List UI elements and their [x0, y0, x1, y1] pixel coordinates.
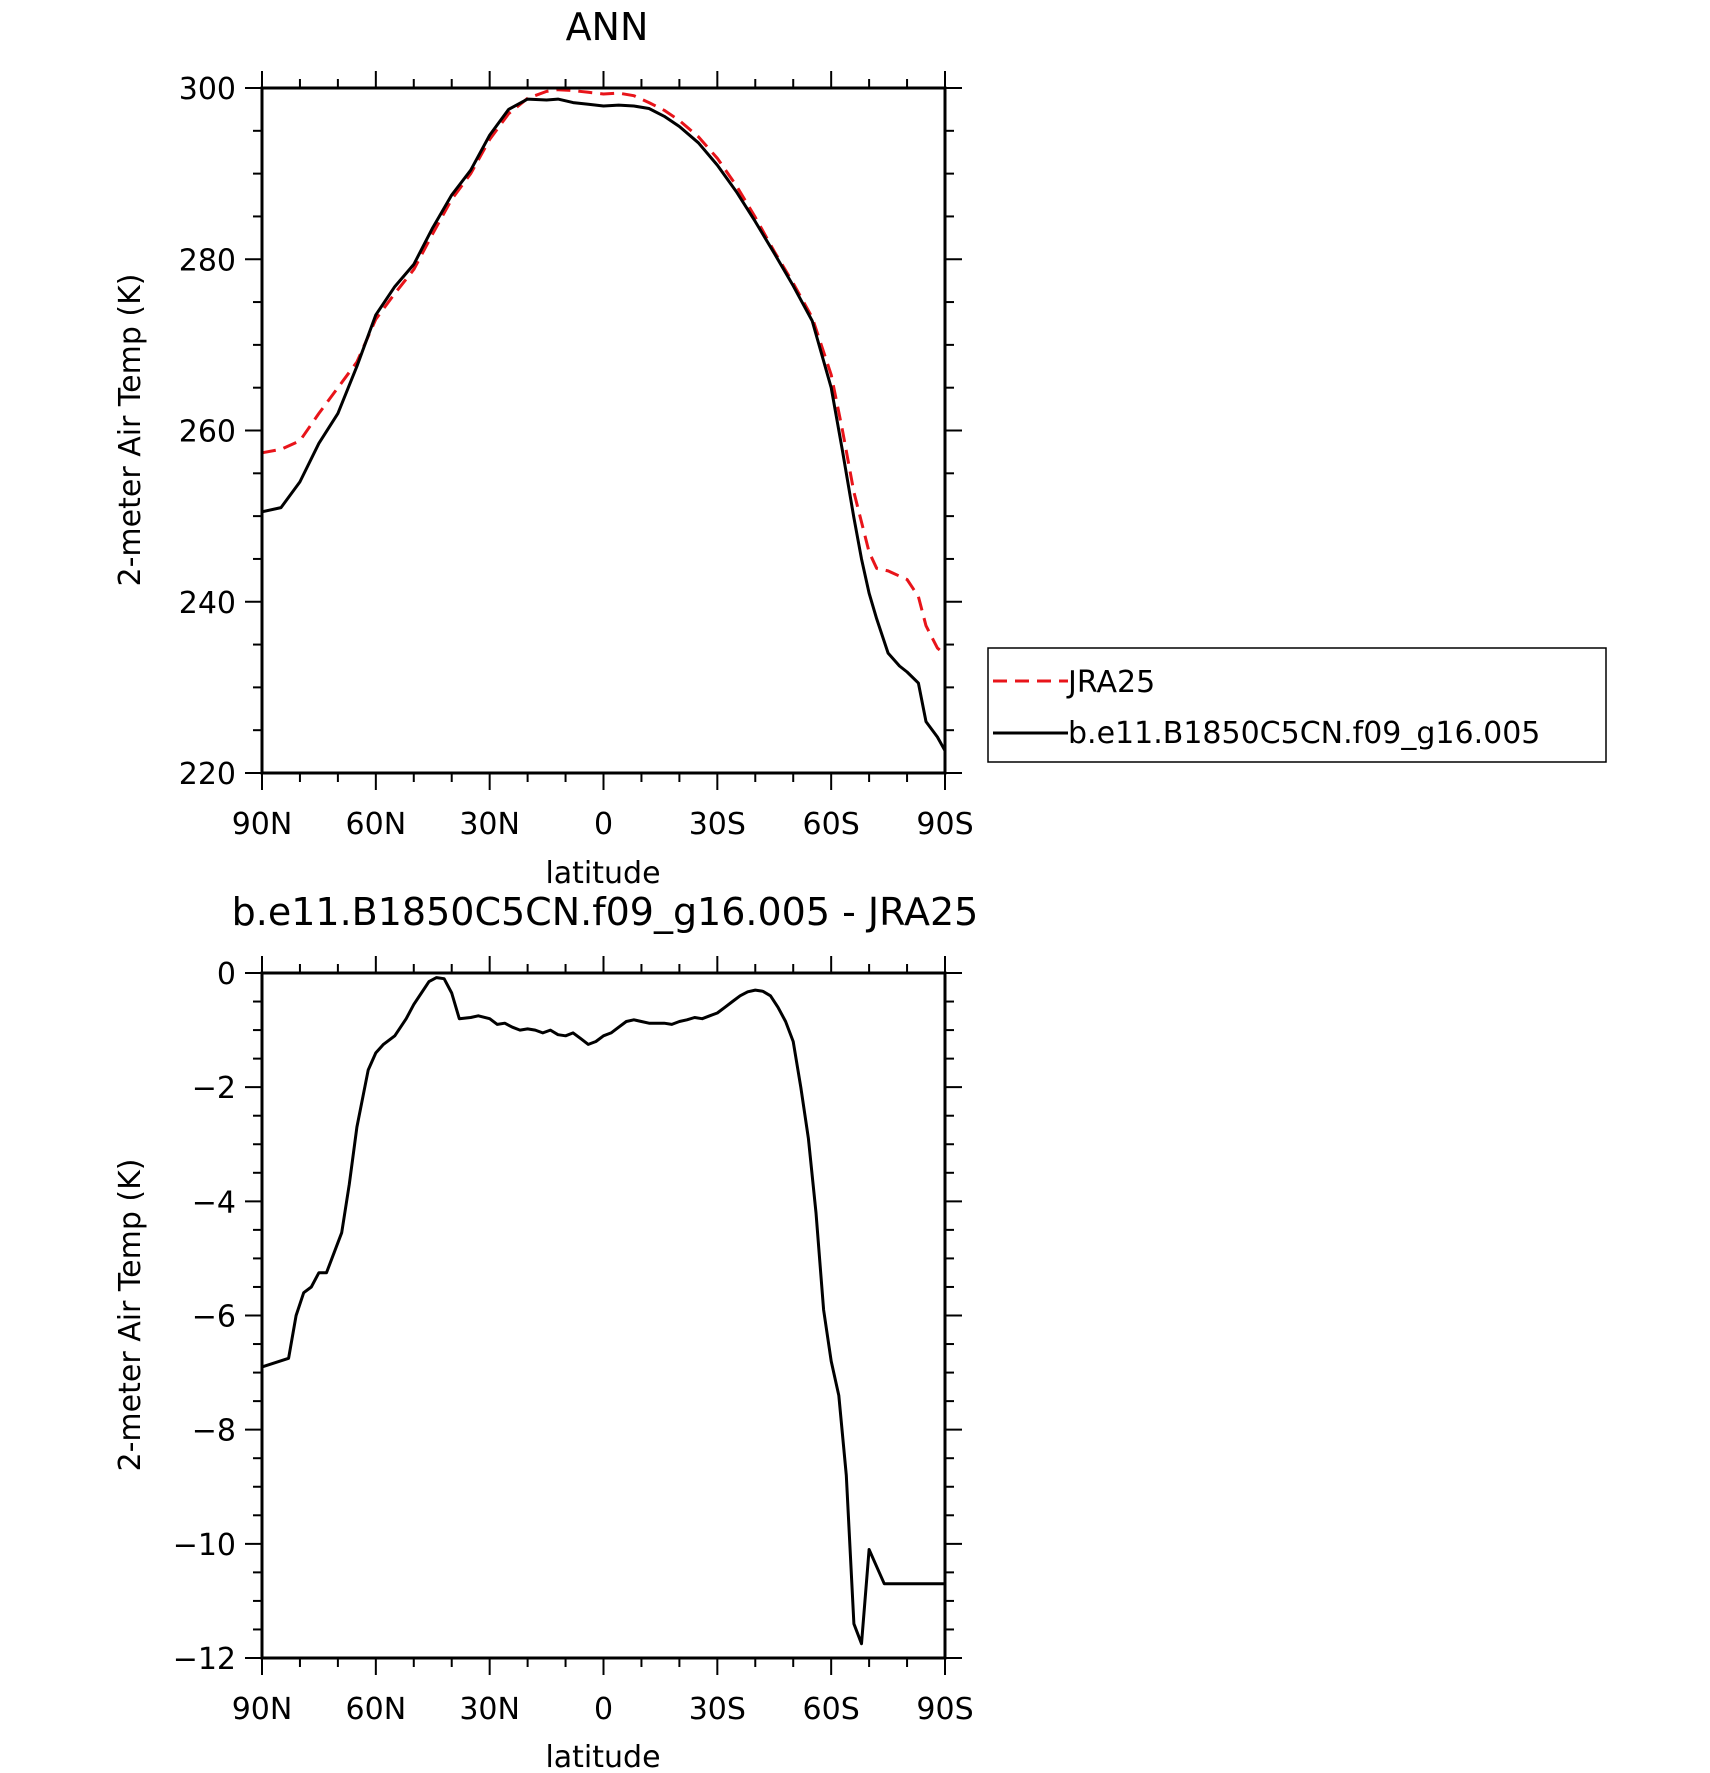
y-tick-label: −4 — [192, 1185, 236, 1220]
top-panel-x-axis-label: latitude — [545, 856, 660, 891]
bottom-panel-title: b.e11.B1850C5CN.f09_g16.005 - JRA25 — [232, 890, 979, 934]
x-tick-label: 60N — [346, 807, 407, 842]
x-tick-label: 30N — [459, 1692, 520, 1727]
y-tick-label: 240 — [179, 586, 236, 621]
x-tick-label: 60S — [803, 1692, 860, 1727]
y-tick-label: −2 — [192, 1071, 236, 1106]
x-tick-label: 90N — [232, 807, 293, 842]
x-tick-label: 60S — [803, 807, 860, 842]
y-tick-label: −12 — [173, 1642, 236, 1677]
y-tick-label: −8 — [192, 1414, 236, 1449]
x-tick-label: 60N — [346, 1692, 407, 1727]
x-tick-label: 0 — [594, 1692, 613, 1727]
series-line-2 — [261, 97, 947, 752]
legend-box — [987, 647, 1607, 763]
x-tick-label: 0 — [594, 807, 613, 842]
top-panel-ticks — [245, 71, 962, 790]
top-panel-title: ANN — [566, 5, 649, 49]
bottom-panel-tick-labels: 90N 60N 30N 0 30S 60S 90S −12 −10 −8 −6 −4 −2 0 — [173, 957, 974, 1727]
bottom-panel-marks — [261, 976, 945, 1646]
y-tick-label: 280 — [179, 243, 236, 278]
bottom-panel-ticks — [245, 956, 962, 1675]
x-tick-label: 30N — [459, 807, 520, 842]
x-tick-label: 90S — [916, 807, 973, 842]
legend: JRA25 b.e11.B1850C5CN.f09_g16.005 — [987, 647, 1607, 763]
y-tick-label: −6 — [192, 1300, 236, 1335]
y-tick-label: 220 — [179, 757, 236, 792]
series-line-1 — [261, 88, 947, 656]
top-panel: ANN 90N 60N 30N 0 30S 60S 90S 220 240 260 280 300 l… — [113, 5, 974, 891]
x-tick-label: 30S — [689, 807, 746, 842]
legend-label-model: b.e11.B1850C5CN.f09_g16.005 — [1068, 716, 1540, 751]
top-panel-marks — [261, 88, 947, 752]
y-tick-label: 260 — [179, 415, 236, 450]
y-tick-label: 300 — [179, 72, 236, 107]
y-tick-label: −10 — [173, 1528, 236, 1563]
y-tick-label: 0 — [217, 957, 236, 992]
x-tick-label: 90S — [916, 1692, 973, 1727]
x-tick-label: 30S — [689, 1692, 746, 1727]
top-panel-y-axis-label: 2-meter Air Temp (K) — [113, 274, 148, 587]
bottom-panel: b.e11.B1850C5CN.f09_g16.005 - JRA25 90N 6… — [113, 890, 978, 1773]
x-tick-label: 90N — [232, 1692, 293, 1727]
bottom-panel-frame — [260, 971, 947, 1660]
top-panel-tick-labels: 90N 60N 30N 0 30S 60S 90S 220 240 260 280 300 — [179, 72, 974, 842]
bottom-panel-x-axis-label: latitude — [545, 1740, 660, 1773]
series-line-1 — [261, 976, 945, 1646]
legend-label-jra25: JRA25 — [1066, 665, 1155, 700]
bottom-panel-y-axis-label: 2-meter Air Temp (K) — [113, 1159, 148, 1472]
